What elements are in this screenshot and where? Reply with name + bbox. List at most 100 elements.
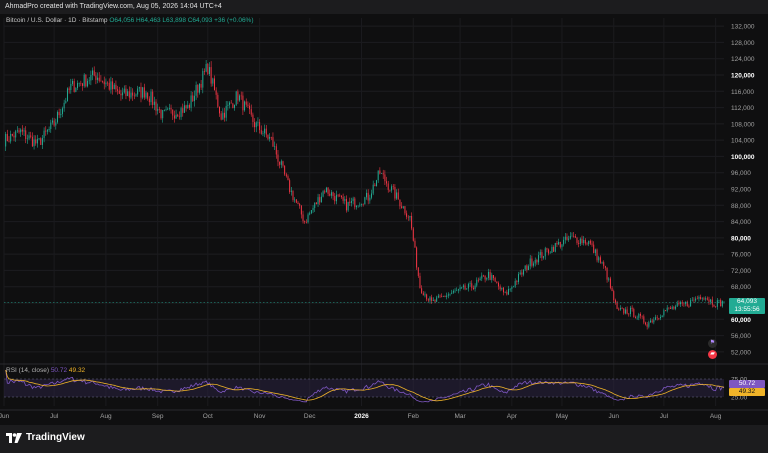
candle-body xyxy=(571,235,573,237)
alert-icon[interactable]: ⚑ xyxy=(708,339,717,348)
candle-body xyxy=(449,293,451,295)
chart-frame[interactable]: 52,00056,00060,00064,00068,00072,00076,0… xyxy=(0,14,768,425)
candle-body xyxy=(339,195,341,197)
candle-body xyxy=(686,301,688,307)
candle-body xyxy=(50,122,52,129)
candle-body xyxy=(561,244,563,248)
attribution-bar: AhmadPro created with TradingView.com, A… xyxy=(0,0,768,14)
candle-body xyxy=(461,287,463,288)
candle-body xyxy=(586,243,588,245)
candle-body xyxy=(260,130,262,134)
brand-name: TradingView xyxy=(26,432,85,443)
price-tick-label: 128,000 xyxy=(731,40,755,47)
rsi-title: RSI (14, close) xyxy=(6,367,49,374)
candle-body xyxy=(506,291,508,295)
candle-body xyxy=(195,85,197,96)
price-tick-label: 68,000 xyxy=(731,284,751,291)
candle-body xyxy=(55,122,57,126)
candle-body xyxy=(82,83,84,86)
tradingview-logo[interactable]: TradingView xyxy=(6,432,85,443)
candle-body xyxy=(469,283,471,285)
candle-body xyxy=(554,243,556,252)
candle-body xyxy=(447,294,449,296)
candle-body xyxy=(307,214,309,223)
candle-body xyxy=(638,313,640,318)
candle-body xyxy=(85,74,87,87)
candle-body xyxy=(225,105,227,118)
candle-body xyxy=(244,101,246,111)
candle-body xyxy=(352,198,354,201)
candle-body xyxy=(152,91,154,105)
candle-body xyxy=(648,322,650,327)
candle-body xyxy=(259,122,261,131)
candle-body xyxy=(335,194,337,202)
flag-icon[interactable]: ▰ xyxy=(708,350,717,359)
candle-body xyxy=(113,84,115,90)
time-tick-label: Feb xyxy=(408,413,420,420)
candle-body xyxy=(377,170,379,181)
candle-body xyxy=(30,135,32,137)
candle-body xyxy=(668,307,670,309)
candle-body xyxy=(454,290,456,292)
candle-body xyxy=(416,247,418,268)
candle-body xyxy=(360,204,362,205)
candle-body xyxy=(182,108,184,113)
candle-body xyxy=(31,136,33,147)
candle-body xyxy=(566,236,568,240)
candle-body xyxy=(115,84,117,90)
candle-body xyxy=(528,266,530,271)
candle-body xyxy=(683,303,685,305)
candle-body xyxy=(367,192,369,201)
candle-body xyxy=(589,240,591,244)
candle-body xyxy=(389,189,391,191)
candle-body xyxy=(245,101,247,105)
candle-body xyxy=(663,310,665,316)
candle-body xyxy=(384,174,386,182)
price-tick-label: 72,000 xyxy=(731,268,751,275)
candle-body xyxy=(651,320,653,323)
candle-body xyxy=(402,206,404,208)
candle-body xyxy=(482,275,484,277)
candle-body xyxy=(504,291,506,293)
candle-body xyxy=(178,116,180,118)
candle-body xyxy=(299,204,301,206)
candle-body xyxy=(407,216,409,218)
candle-body xyxy=(118,90,120,94)
candle-body xyxy=(163,109,165,111)
candle-body xyxy=(58,112,60,116)
candle-body xyxy=(108,82,110,90)
candle-body xyxy=(254,122,256,128)
candle-body xyxy=(218,106,220,114)
candle-body xyxy=(429,297,431,301)
candle-body xyxy=(265,128,267,135)
candle-body xyxy=(292,190,294,200)
candle-body xyxy=(125,88,127,96)
candle-body xyxy=(80,83,82,84)
chart-canvas[interactable]: 52,00056,00060,00064,00068,00072,00076,0… xyxy=(0,14,768,425)
candle-body xyxy=(548,249,550,254)
candle-body xyxy=(646,324,648,327)
candle-body xyxy=(227,104,229,106)
price-tick-label: 56,000 xyxy=(731,333,751,340)
candle-body xyxy=(35,139,37,144)
rsi-line xyxy=(5,369,725,403)
candle-body xyxy=(723,302,725,304)
candle-body xyxy=(10,133,12,142)
candle-body xyxy=(391,186,393,191)
price-tick-label: 76,000 xyxy=(731,252,751,259)
candle-body xyxy=(41,137,43,145)
candle-body xyxy=(329,193,331,196)
candle-body xyxy=(237,91,239,101)
candle-body xyxy=(536,259,538,263)
candle-body xyxy=(51,120,53,123)
candle-body xyxy=(676,303,678,307)
candle-body xyxy=(188,105,190,108)
candle-body xyxy=(158,108,160,110)
candle-body xyxy=(61,108,63,114)
candle-body xyxy=(414,240,416,248)
candle-body xyxy=(655,317,657,320)
candle-body xyxy=(212,78,214,84)
candle-body xyxy=(302,214,304,222)
candle-body xyxy=(46,130,48,132)
candle-body xyxy=(242,95,244,111)
